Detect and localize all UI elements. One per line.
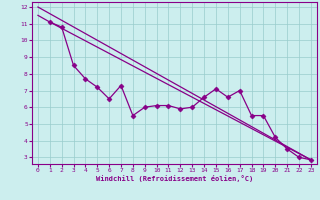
X-axis label: Windchill (Refroidissement éolien,°C): Windchill (Refroidissement éolien,°C) bbox=[96, 175, 253, 182]
